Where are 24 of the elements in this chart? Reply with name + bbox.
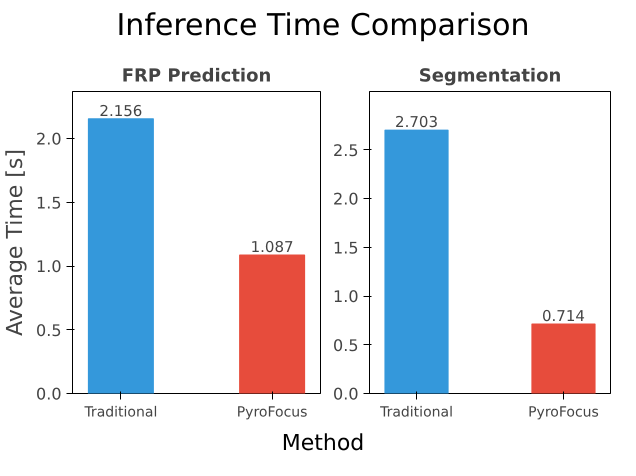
y-tick-label: 1.0 bbox=[36, 257, 62, 276]
chart-subtitle: Segmentation bbox=[418, 66, 562, 86]
x-axis-title: Method bbox=[282, 430, 364, 458]
y-tick-label: 1.5 bbox=[36, 193, 62, 212]
x-tick-label: Traditional bbox=[379, 404, 453, 420]
data-label: 0.714 bbox=[542, 306, 585, 325]
x-tick-label: PyroFocus bbox=[528, 404, 599, 420]
x-tick-label: PyroFocus bbox=[236, 404, 308, 420]
data-label: 1.087 bbox=[250, 238, 294, 256]
data-label: 2.156 bbox=[99, 102, 142, 120]
y-tick-label: 2.0 bbox=[36, 130, 62, 149]
y-tick-label: 0.0 bbox=[36, 384, 62, 404]
y-tick-label: 0.5 bbox=[333, 336, 359, 355]
data-label: 2.703 bbox=[395, 113, 438, 132]
y-tick-label: 2.5 bbox=[333, 140, 359, 160]
chart-title: Inference Time Comparison bbox=[116, 7, 530, 45]
y-tick-label: 0.5 bbox=[36, 320, 62, 340]
y-tick-label: 2.0 bbox=[333, 190, 359, 209]
chart-subtitle: FRP Prediction bbox=[122, 66, 272, 86]
y-tick-label: 0.0 bbox=[333, 384, 359, 404]
y-tick-label: 1.5 bbox=[333, 238, 359, 258]
y-axis-title: Average Time [s] bbox=[3, 149, 28, 336]
y-tick-label: 1.0 bbox=[333, 287, 359, 306]
x-tick-label: Traditional bbox=[83, 404, 158, 420]
